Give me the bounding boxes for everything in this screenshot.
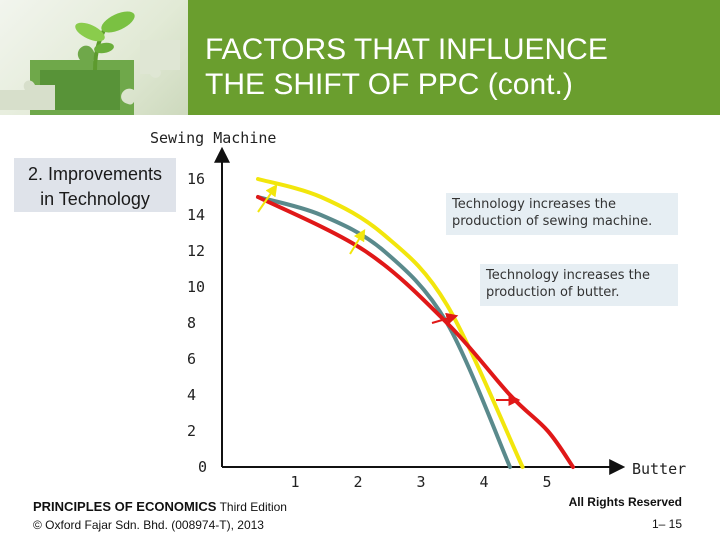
y-axis-title: Sewing Machine [150, 129, 276, 147]
footer-book-line: PRINCIPLES OF ECONOMICS Third Edition [33, 498, 287, 516]
x-tick-label: 2 [353, 473, 362, 491]
y-tick-label: 16 [187, 170, 205, 188]
side-label-line-2: in Technology [40, 189, 150, 209]
x-tick-label: 1 [290, 473, 299, 491]
footer-left: PRINCIPLES OF ECONOMICS Third Edition © … [33, 498, 287, 534]
puzzle-plant-image [0, 0, 188, 115]
footer-copyright: © Oxford Fajar Sdn. Bhd. (008974-T), 201… [33, 518, 264, 532]
side-label: 2. Improvements in Technology [14, 162, 176, 212]
footer-rights: All Rights Reserved [568, 495, 682, 509]
y-tick-label: 6 [187, 350, 196, 368]
annotation-sewing: Technology increases the production of s… [446, 193, 678, 235]
y-tick-label: 2 [187, 422, 196, 440]
annotation-butter: Technology increases the production of b… [480, 264, 678, 306]
ppc-curve-butter-shift [256, 195, 575, 469]
x-tick-label: 4 [479, 473, 488, 491]
y-tick-label: 12 [187, 242, 205, 260]
footer-page-number: 1– 15 [651, 517, 682, 531]
y-tick-label: 4 [187, 386, 196, 404]
title-band [188, 0, 720, 115]
side-label-box [14, 158, 176, 212]
ppc-curve-original [256, 195, 512, 469]
slide-title: FACTORS THAT INFLUENCE THE SHIFT OF PPC … [205, 32, 705, 102]
y-tick-label: 0 [198, 458, 207, 476]
shift-arrow [349, 228, 366, 255]
ppc-curve-sewing-shift [256, 177, 525, 469]
shift-arrow [431, 312, 459, 325]
slide-header: FACTORS THAT INFLUENCE THE SHIFT OF PPC … [0, 0, 720, 115]
y-tick-label: 10 [187, 278, 205, 296]
title-line-1: FACTORS THAT INFLUENCE [205, 33, 608, 66]
puzzle-sprout-icon [0, 11, 180, 115]
y-tick-label: 8 [187, 314, 196, 332]
y-tick-label: 14 [187, 206, 205, 224]
side-label-line-1: 2. Improvements [27, 164, 163, 184]
footer-book: PRINCIPLES OF ECONOMICS [33, 499, 217, 514]
x-axis-title: Butter [632, 460, 686, 478]
title-line-2: THE SHIFT OF PPC (cont.) [205, 68, 573, 101]
shift-arrow [257, 184, 278, 213]
chart-axes [214, 146, 626, 475]
series-layer [256, 177, 575, 469]
shift-arrows [257, 184, 521, 406]
footer-edition: Third Edition [216, 500, 287, 514]
x-tick-label: 5 [542, 473, 551, 491]
x-tick-label: 3 [416, 473, 425, 491]
